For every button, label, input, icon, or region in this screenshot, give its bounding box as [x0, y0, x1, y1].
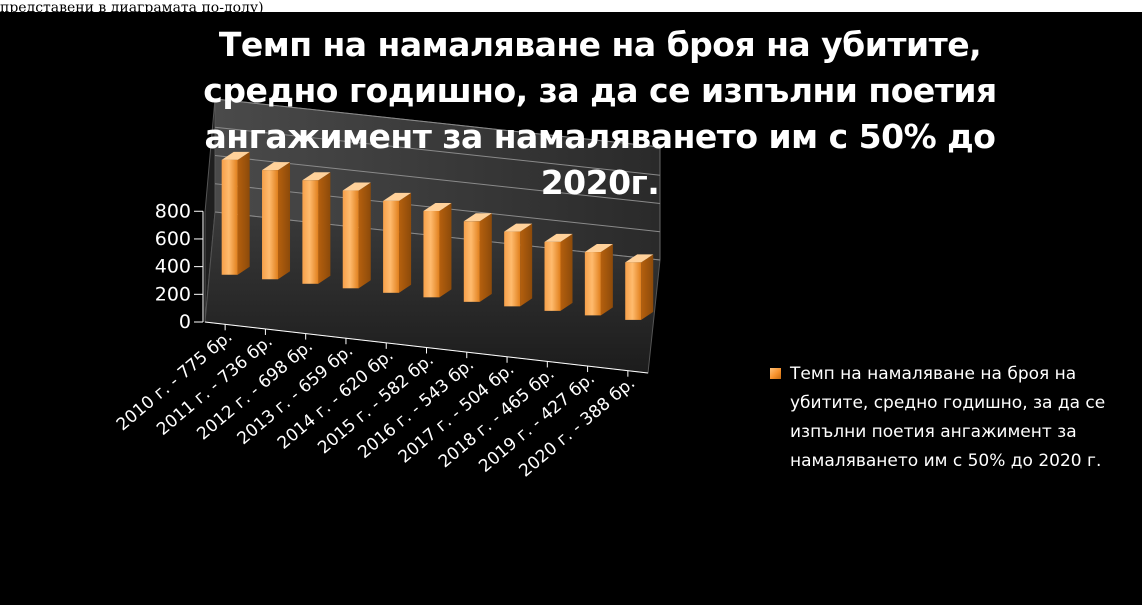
bar: [262, 162, 291, 280]
bar: [584, 244, 613, 316]
bar: [302, 172, 331, 284]
bar: [504, 223, 533, 307]
bar: [625, 254, 654, 320]
legend-series-label: Темп на намаляване на броя на убитите, с…: [790, 364, 1106, 471]
bar: [342, 182, 371, 289]
bar: [463, 213, 492, 302]
y-tick-label: 0: [179, 311, 191, 333]
bar: [423, 203, 452, 298]
legend-swatch: [770, 368, 781, 379]
legend: Темп на намаляване на броя на убитите, с…: [770, 360, 1130, 476]
y-tick-label: 200: [155, 283, 191, 305]
y-tick-label: 400: [155, 256, 191, 278]
y-tick-label: 600: [155, 228, 191, 250]
x-axis-labels: 2010 г. - 775 бр.2011 г. - 736 бр.2012 г…: [113, 321, 649, 481]
x-axis-line: [204, 321, 649, 374]
gridline: [214, 126, 661, 176]
chart-title: Темп на намаляване на броя на убитите, с…: [203, 25, 997, 202]
y-tick-label: 800: [155, 200, 191, 222]
chart-slide: 0 200 400 600 800 2010 г. - 775 бр. 2011 г. -…: [0, 12, 1142, 605]
bar: [383, 192, 412, 293]
bar: [544, 233, 573, 311]
bar-series: [221, 151, 654, 320]
chart-plot: 0 200 400 600 800 2010 г. - 775 бр.2011 г. -…: [113, 98, 661, 481]
gridline: [214, 98, 661, 148]
y-axis: 0 200 400 600 800: [155, 200, 204, 333]
bar: [221, 151, 250, 275]
